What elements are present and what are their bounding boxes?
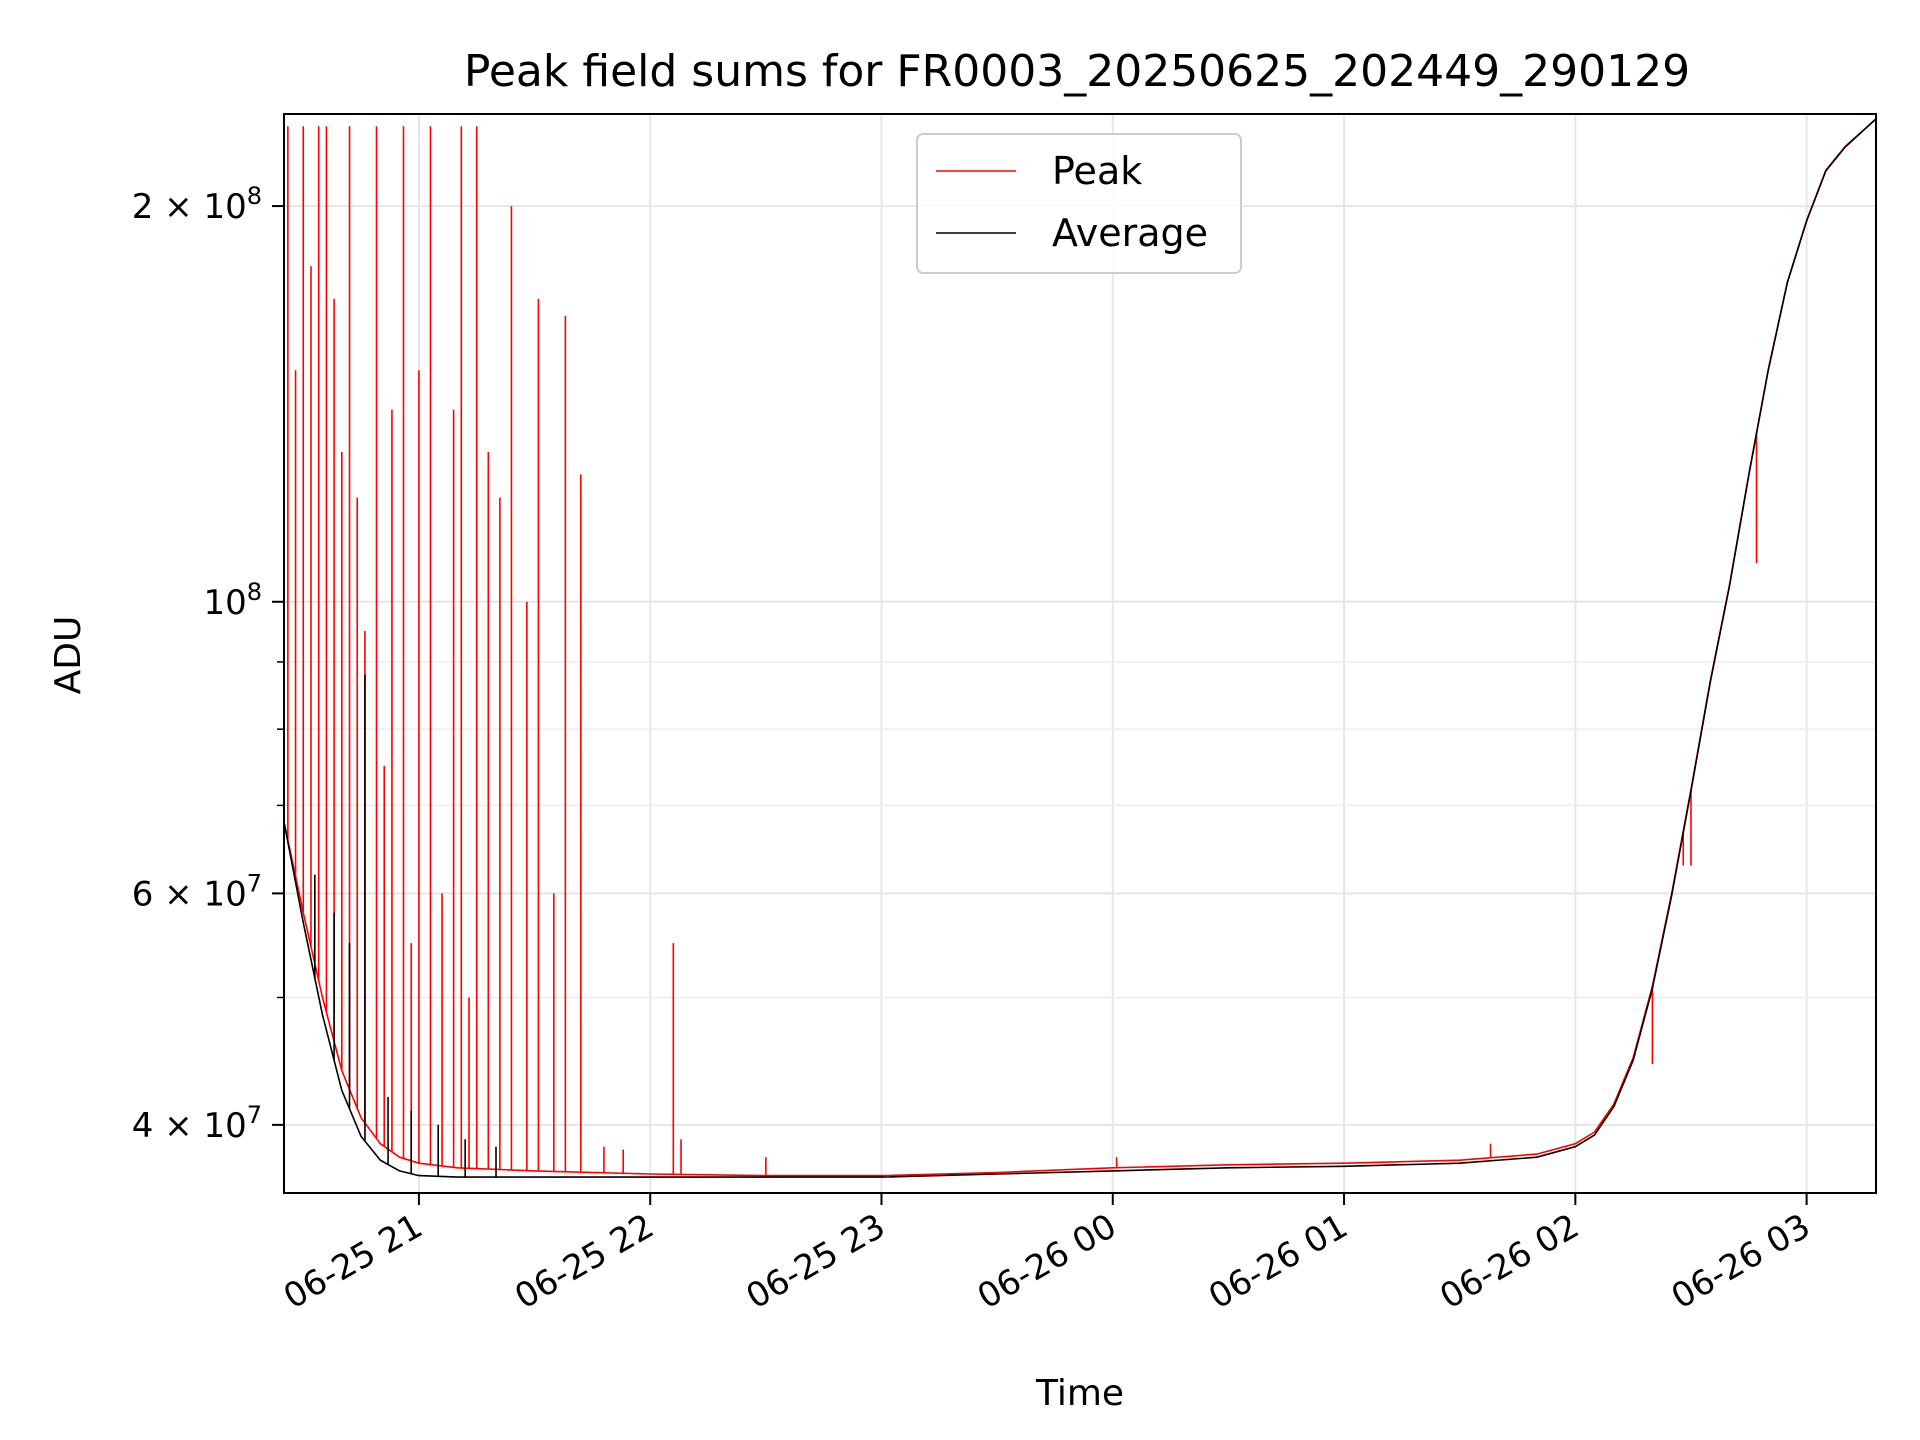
y-axis-label: ADU xyxy=(48,616,89,695)
y-tick-label: 2 × 108 xyxy=(132,182,262,227)
y-tick-label: 108 xyxy=(203,578,262,623)
legend-label-peak: Peak xyxy=(1052,149,1142,193)
y-tick-label: 6 × 107 xyxy=(132,869,262,914)
series-line-average xyxy=(283,118,1877,1178)
series-peak xyxy=(283,118,1877,1177)
legend-box xyxy=(916,133,1242,274)
legend-label-average: Average xyxy=(1052,211,1208,255)
y-tick-label: 4 × 107 xyxy=(132,1101,262,1146)
series-layer xyxy=(283,118,1877,1178)
series-average xyxy=(283,118,1877,1178)
x-axis-label: Time xyxy=(1035,1373,1124,1414)
legend: Peak Average xyxy=(916,133,1242,274)
chart-title: Peak field sums for FR0003_20250625_2024… xyxy=(464,46,1690,97)
plot-frame xyxy=(283,113,1877,1194)
